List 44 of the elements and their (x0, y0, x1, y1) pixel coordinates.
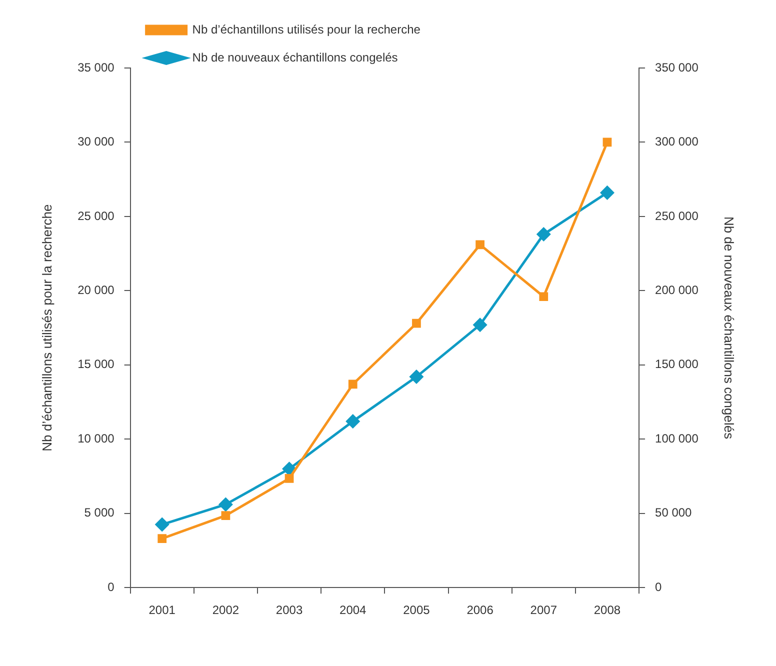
x-tick-label: 2008 (594, 603, 621, 618)
legend-label: Nb de nouveaux échantillons congelés (192, 50, 398, 64)
y2-tick-label: 200 000 (655, 283, 699, 297)
y-tick-label: 35 000 (78, 60, 115, 74)
x-tick-label: 2003 (276, 603, 303, 618)
point (348, 380, 358, 389)
legend-label: Nb d’échantillons utilisés pour la recherche (192, 22, 421, 36)
y2-tick-label: 250 000 (655, 208, 699, 223)
y-tick-label: 20 000 (78, 283, 115, 297)
x-tick-label: 2005 (403, 603, 430, 618)
point (600, 186, 614, 200)
x-tick-label: 2006 (466, 603, 494, 618)
point (412, 318, 421, 328)
point (539, 292, 548, 302)
y2-tick-label: 350 000 (655, 60, 699, 74)
point (346, 414, 360, 428)
point (221, 511, 230, 520)
point (536, 228, 550, 242)
y-tick-label: 30 000 (78, 134, 115, 149)
y2-tick-label: 300 000 (655, 134, 699, 149)
point (282, 462, 296, 476)
y-axis-title: Nb d’échantillons utilisés pour la recherche (39, 204, 54, 452)
point (473, 318, 487, 332)
y2-axis-title: Nb de nouveaux échantillons congelés (722, 216, 737, 440)
x-tick-label: 2004 (340, 603, 367, 618)
point (158, 534, 167, 544)
point (476, 240, 484, 250)
y-tick-label: 10 000 (78, 431, 115, 446)
y-tick-label: 15 000 (78, 357, 115, 372)
y-tick-label: 5 000 (84, 506, 115, 520)
y2-tick-label: 0 (655, 580, 662, 594)
y2-tick-label: 50 000 (655, 506, 692, 520)
x-tick-label: 2002 (212, 603, 240, 618)
y-tick-label: 25 000 (78, 208, 115, 223)
y-tick-label: 0 (108, 580, 115, 594)
y2-tick-label: 100 000 (655, 431, 699, 446)
point (410, 370, 424, 384)
y2-tick-label: 150 000 (655, 357, 699, 372)
x-tick-label: 2007 (530, 603, 558, 618)
point (155, 518, 169, 532)
x-tick-label: 2001 (148, 603, 176, 618)
point (218, 498, 232, 512)
point (602, 138, 612, 147)
point (284, 474, 294, 483)
